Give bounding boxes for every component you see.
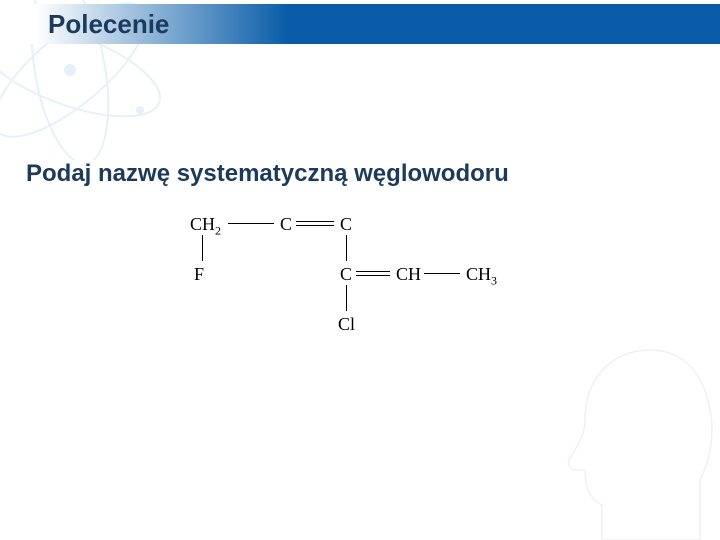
instruction-text: Podaj nazwę systematyczną węglowodoru [26,160,509,188]
atom-f: F [194,265,204,283]
bond-6 [346,285,347,311]
header-bar: Polecenie [0,4,720,44]
bond-0 [228,223,274,224]
header-title: Polecenie [48,9,169,40]
atom-cl: Cl [338,315,355,333]
bond-5 [424,273,460,274]
bond-3 [346,235,347,261]
bond-2 [202,235,203,261]
atom-c2: C [280,215,292,233]
head-decoration-icon [540,340,720,540]
chemical-structure: CH2CCFCCHCH3Cl [190,215,490,365]
bond-1 [296,221,334,226]
atom-ch: CH [396,265,421,283]
bond-4 [356,271,390,276]
atom-c3: C [340,215,352,233]
atom-ch2: CH2 [190,215,221,240]
atom-c4: C [340,265,352,283]
atom-ch3: CH3 [466,265,497,290]
